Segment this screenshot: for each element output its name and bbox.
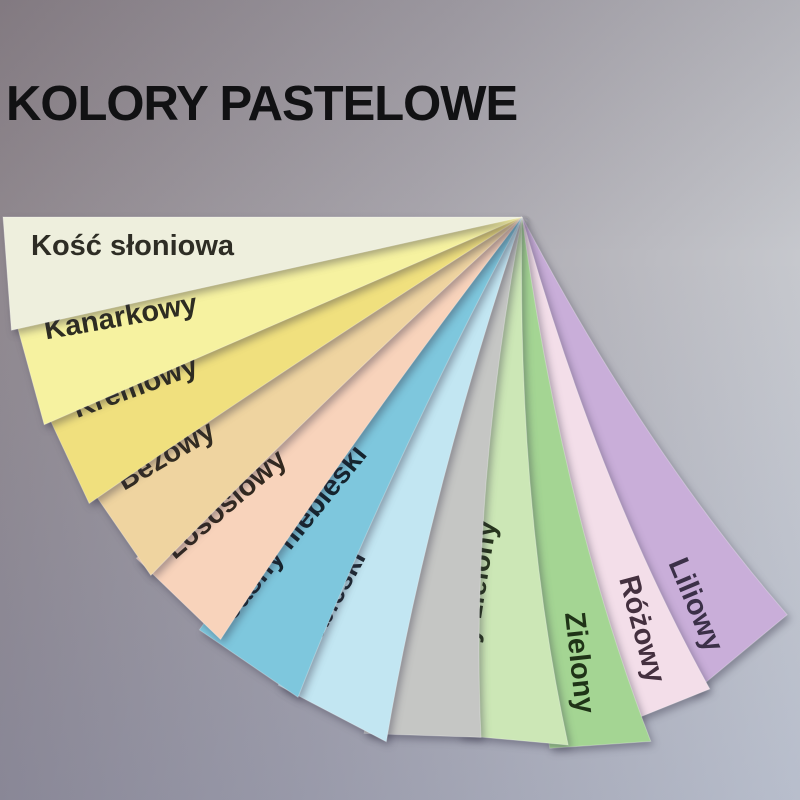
strip-kosc-sloniowa (2, 216, 523, 331)
strip-label-kosc-sloniowa: Kość słoniowa (31, 230, 235, 262)
page-title: KOLORY PASTELOWE (6, 77, 518, 131)
